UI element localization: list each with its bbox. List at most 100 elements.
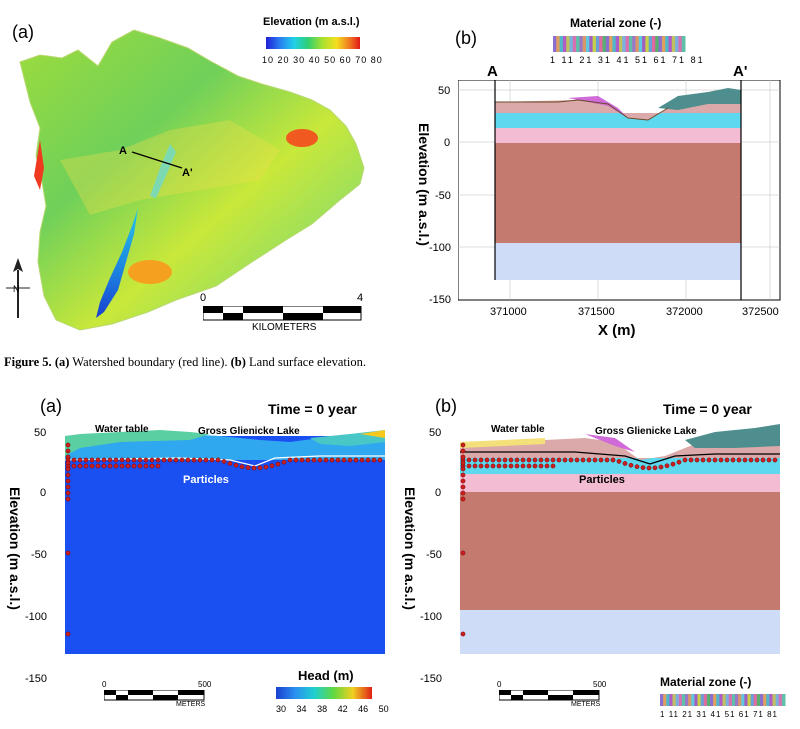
particle-marker [550, 463, 556, 469]
lake-valley [150, 144, 176, 198]
material-swatch [681, 36, 686, 52]
particle-marker [592, 457, 598, 463]
particle-marker [377, 457, 383, 463]
fig5b-ytick-neg50: -50 [435, 190, 451, 202]
material-swatch [766, 694, 770, 706]
clay-layer [495, 143, 741, 243]
material-swatch [586, 36, 590, 52]
material-swatch [566, 36, 570, 52]
particle-marker [203, 457, 209, 463]
particle-marker [526, 463, 532, 469]
head-field [65, 436, 385, 654]
material-swatch [622, 36, 627, 52]
particle-marker [311, 457, 317, 463]
fig5b-xtick-0: 371000 [490, 306, 527, 318]
fig6a-lake-label: Gross Glienicke Lake [198, 426, 300, 437]
material-swatch [725, 694, 730, 706]
material-swatch [769, 694, 774, 706]
material-swatch [675, 694, 680, 706]
particle-marker [472, 463, 478, 469]
particle-marker [556, 457, 562, 463]
fig6b-ytick-0: 0 [435, 487, 442, 499]
particle-marker [65, 550, 71, 556]
particle-marker [83, 463, 89, 469]
material-swatch [763, 694, 767, 706]
particle-marker [197, 457, 203, 463]
particle-marker [520, 457, 526, 463]
material-swatch [722, 694, 727, 706]
particle-marker [347, 457, 353, 463]
particle-marker [742, 457, 748, 463]
particle-marker [209, 457, 215, 463]
particle-marker [460, 490, 466, 496]
svg-text:N: N [13, 284, 20, 294]
valley-channel [96, 208, 138, 318]
cyan-layer [495, 113, 741, 128]
fig6b-teal-zone [685, 424, 780, 448]
fig5b-xlabel: X (m) [598, 322, 636, 339]
particle-marker [532, 463, 538, 469]
particle-marker [526, 457, 532, 463]
material-swatch [750, 694, 755, 706]
particle-marker [460, 550, 466, 556]
particle-marker [101, 457, 107, 463]
particle-marker [544, 463, 550, 469]
material-swatch [619, 36, 623, 52]
particle-marker [460, 454, 466, 460]
particle-marker [113, 463, 119, 469]
particle-marker [712, 457, 718, 463]
particle-marker [460, 472, 466, 478]
fig6a-ytick-neg100: -100 [25, 611, 48, 623]
particle-marker [137, 463, 143, 469]
fig6a-water-table-label: Water table [95, 424, 149, 435]
particle-marker [706, 457, 712, 463]
particle-marker [65, 490, 71, 496]
particle-marker [478, 463, 484, 469]
particle-marker [460, 631, 466, 637]
material-swatch [741, 694, 745, 706]
particle-marker [179, 457, 185, 463]
material-legend-title: Material zone (-) [570, 16, 662, 30]
material-swatch [728, 694, 733, 706]
particle-marker [299, 457, 305, 463]
material-swatch [612, 36, 617, 52]
particle-marker [748, 457, 754, 463]
particle-marker [760, 457, 766, 463]
material-swatch [685, 694, 689, 706]
material-swatch [625, 36, 630, 52]
particle-marker [89, 457, 95, 463]
material-swatch [652, 36, 656, 52]
material-swatch [579, 36, 584, 52]
particle-marker [472, 457, 478, 463]
particle-marker [107, 457, 113, 463]
particle-marker [724, 457, 730, 463]
particle-marker [131, 457, 137, 463]
particle-marker [281, 459, 287, 465]
material-swatch [666, 694, 670, 706]
fig6b-material-title: Material zone (-) [660, 675, 752, 689]
particle-marker [149, 457, 155, 463]
particle-marker [101, 463, 107, 469]
material-swatch [672, 694, 677, 706]
particle-marker [371, 457, 377, 463]
head-legend-ticks: 30 34 38 42 46 50 [276, 704, 389, 714]
particle-marker [65, 454, 71, 460]
particle-marker [215, 457, 221, 463]
particle-marker [125, 463, 131, 469]
watershed-boundary-west [34, 140, 44, 190]
fig6a-scale-unit: METERS [176, 701, 206, 708]
particle-marker [227, 461, 233, 466]
particle-marker [460, 460, 466, 466]
fig6b-scale-right: 500 [593, 680, 607, 689]
fig6a-section [64, 430, 385, 654]
fig6a-ytick-0: 0 [40, 487, 47, 499]
particle-marker [65, 442, 71, 448]
fig6b-ytick-neg50: -50 [426, 549, 442, 561]
particle-marker [562, 457, 568, 463]
surface-layer [495, 92, 741, 120]
particle-marker [532, 457, 538, 463]
particle-marker [125, 457, 131, 463]
fig6a-scale-left: 0 [102, 680, 107, 689]
particle-marker [89, 463, 95, 469]
particle-marker [730, 457, 736, 463]
